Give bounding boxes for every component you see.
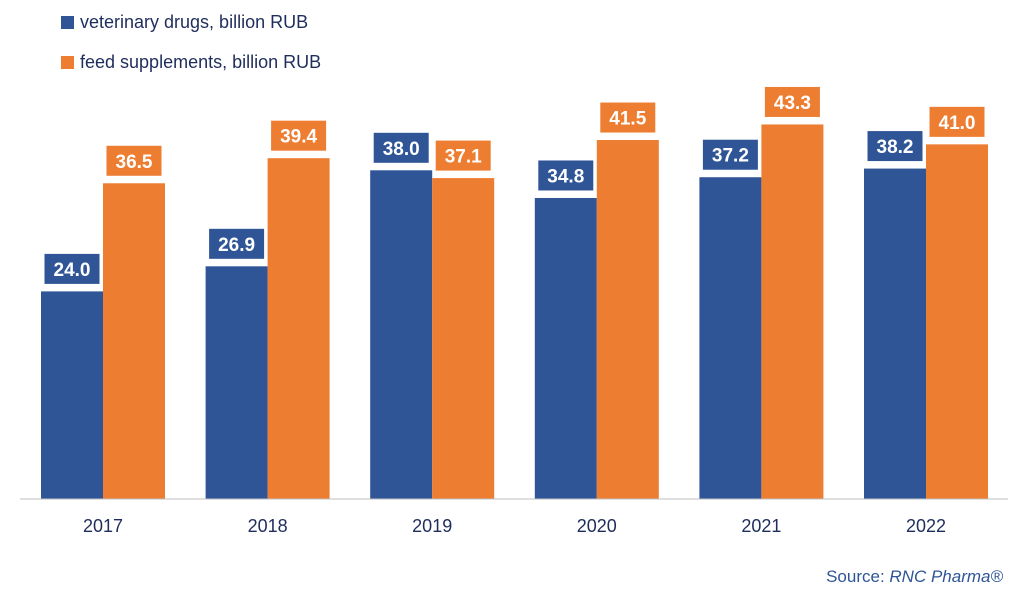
bar-2018-series-1 [205, 266, 268, 499]
bar-2021-series-2 [761, 124, 824, 499]
data-label-2019-series-2: 37.1 [445, 147, 482, 168]
data-label-box-2019-series-1 [370, 129, 432, 166]
bar-2017-series-2 [103, 183, 165, 499]
data-label-box-2022-series-2 [926, 103, 988, 140]
data-label-box-2019-series-2 [432, 137, 494, 174]
data-label-2021-series-1: 37.2 [712, 146, 749, 167]
data-label-box-2021-series-2 [761, 83, 823, 120]
data-label-box-2018-series-2 [268, 117, 330, 154]
data-label-2018-series-1: 26.9 [218, 235, 255, 256]
bar-2018-series-2 [267, 158, 330, 499]
x-tick-2021: 2021 [741, 516, 781, 536]
data-label-box-2021-series-1 [699, 136, 761, 173]
bar-2017-series-1 [41, 291, 103, 499]
x-tick-2018: 2018 [248, 516, 288, 536]
data-label-box-2020-series-1 [535, 157, 597, 194]
legend: veterinary drugs, billion RUB feed supple… [61, 12, 321, 72]
source-prefix: Source: [826, 567, 889, 586]
data-label-box-2017-series-1 [41, 250, 103, 287]
data-label-2018-series-2: 39.4 [280, 127, 317, 148]
bar-2019-series-1 [370, 170, 433, 500]
x-tick-2017: 2017 [83, 516, 123, 536]
x-tick-2020: 2020 [577, 516, 617, 536]
bar-2022-series-1 [864, 168, 926, 499]
data-label-2017-series-2: 36.5 [116, 152, 153, 173]
data-labels: 24.0 36.5 26.9 39.4 38.0 37.1 34.8 41.5 37.2 43.3… [41, 83, 988, 287]
bar-2019-series-2 [432, 178, 495, 499]
data-label-box-2020-series-2 [597, 99, 659, 136]
data-label-2022-series-2: 41.0 [939, 113, 976, 134]
x-tick-2019: 2019 [412, 516, 452, 536]
bar-2021-series-1 [699, 177, 762, 499]
data-label-2019-series-1: 38.0 [383, 139, 420, 160]
x-tick-2022: 2022 [906, 516, 946, 536]
bar-2022-series-2 [926, 144, 988, 499]
x-axis-ticks: 2017 2018 2019 2020 2021 2022 [83, 516, 946, 536]
data-label-2020-series-1: 34.8 [547, 166, 584, 187]
data-label-2022-series-1: 38.2 [877, 137, 914, 158]
bars [41, 124, 988, 500]
legend-label-2: feed supplements, billion RUB [80, 52, 321, 72]
legend-swatch-2 [61, 56, 74, 69]
source-name: RNC Pharma® [889, 567, 1003, 586]
bar-2020-series-2 [596, 140, 659, 499]
data-label-box-2022-series-1 [864, 128, 926, 165]
source-note: Source: RNC Pharma® [826, 567, 1003, 586]
data-label-2017-series-1: 24.0 [54, 260, 91, 281]
data-label-2021-series-2: 43.3 [774, 93, 811, 114]
bar-2020-series-1 [534, 197, 597, 500]
legend-label-1: veterinary drugs, billion RUB [80, 12, 308, 32]
data-label-2020-series-2: 41.5 [609, 109, 646, 130]
legend-swatch-1 [61, 16, 74, 29]
data-label-box-2018-series-1 [206, 225, 268, 262]
data-label-box-2017-series-2 [103, 142, 165, 179]
